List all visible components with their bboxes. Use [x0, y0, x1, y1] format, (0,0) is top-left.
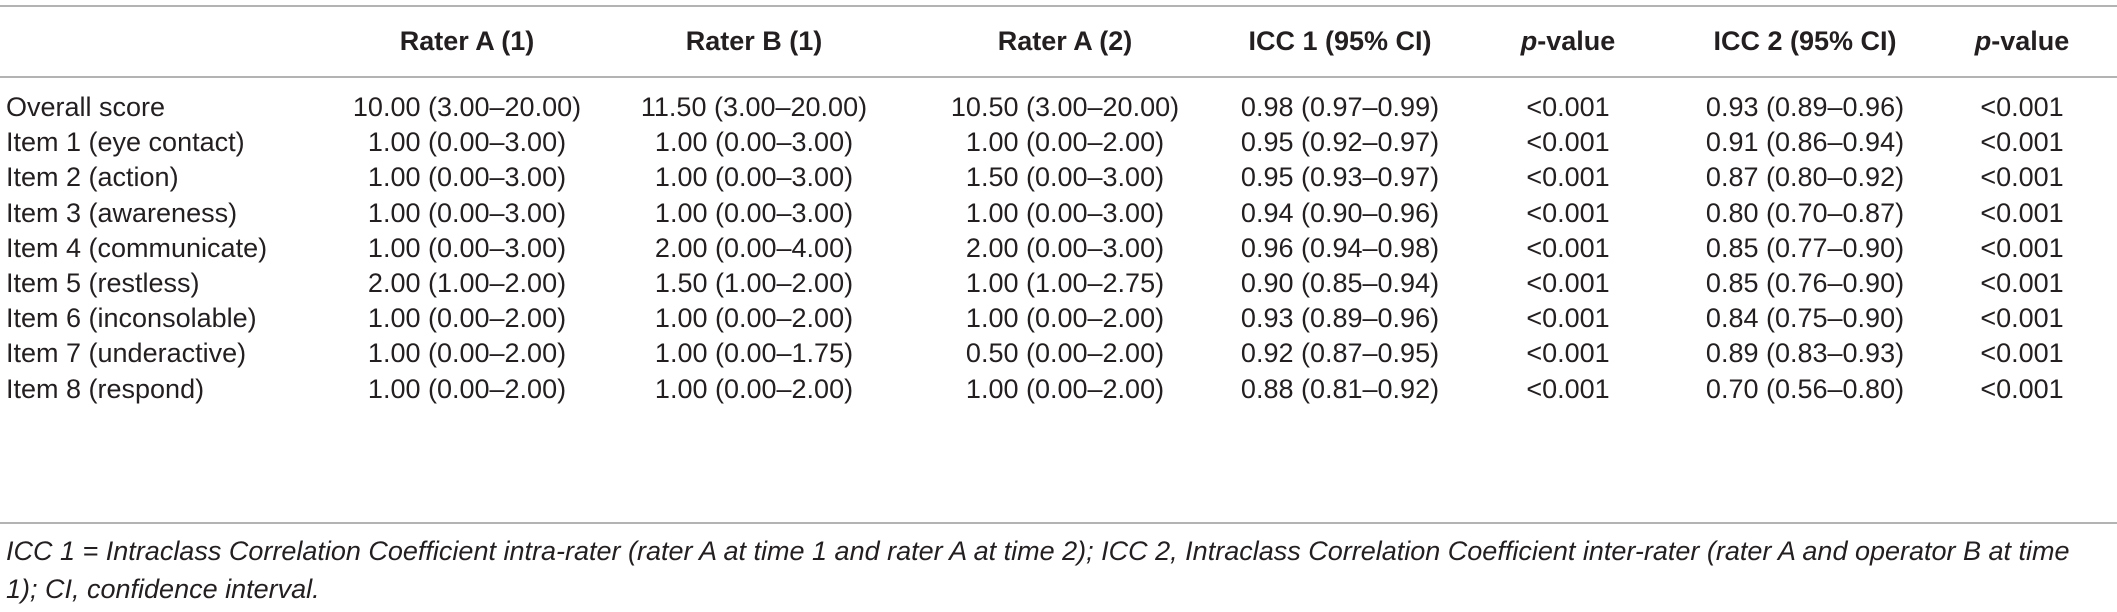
cell-pvalue-1: <0.001	[1526, 162, 1610, 193]
cell-icc2: 0.89 (0.83–0.93)	[1705, 338, 1905, 369]
cell-pvalue-2: <0.001	[1980, 338, 2064, 369]
table-footnote: ICC 1 = Intraclass Correlation Coefficie…	[6, 536, 2070, 604]
cell-icc1: 0.90 (0.85–0.94)	[1240, 268, 1440, 298]
cell-rater-a2: 1.00 (0.00–2.00)	[965, 127, 1165, 158]
bottom-rule	[0, 522, 2117, 524]
header-rater-b1: Rater B (1)	[685, 26, 823, 56]
header-label	[6, 7, 336, 76]
cell-rater-b1: 1.00 (0.00–2.00)	[654, 303, 854, 334]
cell-rater-a2: 1.00 (0.00–2.00)	[965, 373, 1165, 404]
row-label: Item 6 (inconsolable)	[6, 303, 257, 334]
cell-rater-a1: 1.00 (0.00–3.00)	[367, 232, 567, 263]
cell-pvalue-2: <0.001	[1980, 92, 2064, 122]
cell-icc1: 0.96 (0.94–0.98)	[1240, 232, 1440, 263]
cell-icc1: 0.98 (0.97–0.99)	[1240, 92, 1440, 122]
cell-pvalue-1: <0.001	[1526, 338, 1610, 369]
table-row: Overall score 10.00 (3.00–20.00) 11.50 (3.…	[0, 83, 2117, 131]
cell-icc2: 0.85 (0.76–0.90)	[1705, 268, 1905, 298]
cell-rater-a2: 1.50 (0.00–3.00)	[965, 162, 1165, 193]
cell-rater-b1: 1.00 (0.00–2.00)	[654, 373, 854, 404]
header-rater-a1: Rater A (1)	[399, 26, 535, 56]
cell-pvalue-2: <0.001	[1980, 127, 2064, 158]
table-header-row: Rater A (1) Rater B (1) Rater A (2) ICC …	[0, 7, 2117, 76]
cell-icc2: 0.91 (0.86–0.94)	[1705, 127, 1905, 158]
row-label: Item 2 (action)	[6, 162, 179, 193]
cell-pvalue-1: <0.001	[1526, 303, 1610, 334]
cell-rater-a1: 2.00 (1.00–2.00)	[367, 268, 567, 298]
cell-pvalue-2: <0.001	[1980, 162, 2064, 193]
cell-rater-b1: 1.50 (1.00–2.00)	[654, 268, 854, 298]
table-row: Item 8 (respond) 1.00 (0.00–2.00) 1.00 (0.…	[0, 365, 2117, 413]
row-label: Item 5 (restless)	[6, 268, 200, 298]
cell-icc2: 0.93 (0.89–0.96)	[1705, 92, 1905, 122]
row-label: Item 3 (awareness)	[6, 197, 238, 228]
cell-rater-a2: 10.50 (3.00–20.00)	[950, 92, 1180, 122]
cell-icc1: 0.95 (0.93–0.97)	[1240, 162, 1440, 193]
row-label: Item 7 (underactive)	[6, 338, 247, 369]
cell-rater-a1: 10.00 (3.00–20.00)	[352, 92, 582, 122]
cell-rater-a2: 1.00 (1.00–2.75)	[965, 268, 1165, 298]
cell-rater-a2: 0.50 (0.00–2.00)	[965, 338, 1165, 369]
cell-pvalue-1: <0.001	[1526, 92, 1610, 122]
header-rule	[0, 76, 2117, 78]
cell-rater-a2: 1.00 (0.00–3.00)	[965, 197, 1165, 228]
cell-pvalue-2: <0.001	[1980, 373, 2064, 404]
cell-rater-a1: 1.00 (0.00–2.00)	[367, 338, 567, 369]
cell-icc2: 0.84 (0.75–0.90)	[1705, 303, 1905, 334]
cell-icc1: 0.88 (0.81–0.92)	[1240, 373, 1440, 404]
cell-icc1: 0.92 (0.87–0.95)	[1240, 338, 1440, 369]
cell-rater-a1: 1.00 (0.00–3.00)	[367, 162, 567, 193]
row-label: Item 8 (respond)	[6, 373, 205, 404]
cell-rater-b1: 1.00 (0.00–3.00)	[654, 127, 854, 158]
cell-pvalue-2: <0.001	[1980, 197, 2064, 228]
row-label: Item 1 (eye contact)	[6, 127, 245, 158]
header-pvalue-2-rest: -value	[1991, 26, 2070, 56]
table-row: Item 6 (inconsolable) 1.00 (0.00–2.00) 1.0…	[0, 294, 2117, 342]
cell-rater-b1: 11.50 (3.00–20.00)	[640, 92, 868, 122]
table-row: Item 4 (communicate) 1.00 (0.00–3.00) 2.00…	[0, 224, 2117, 272]
cell-rater-a2: 2.00 (0.00–3.00)	[965, 232, 1165, 263]
row-label: Overall score	[6, 92, 166, 122]
table-row: Item 5 (restless) 2.00 (1.00–2.00) 1.50 (1…	[0, 259, 2117, 307]
header-pvalue-1-rest: -value	[1537, 26, 1616, 56]
cell-rater-b1: 2.00 (0.00–4.00)	[654, 232, 854, 263]
row-label: Item 4 (communicate)	[6, 232, 268, 263]
cell-icc1: 0.93 (0.89–0.96)	[1240, 303, 1440, 334]
header-pvalue-2: p-value	[1934, 7, 2110, 76]
table-row: Item 2 (action) 1.00 (0.00–3.00) 1.00 (0.0…	[0, 153, 2117, 201]
cell-rater-a1: 1.00 (0.00–2.00)	[367, 303, 567, 334]
cell-rater-a1: 1.00 (0.00–3.00)	[367, 197, 567, 228]
header-pvalue-2-italic: p	[1974, 26, 1992, 56]
table-row: Item 3 (awareness) 1.00 (0.00–3.00) 1.00 (…	[0, 189, 2117, 237]
cell-pvalue-1: <0.001	[1526, 373, 1610, 404]
cell-rater-a1: 1.00 (0.00–3.00)	[367, 127, 567, 158]
top-rule	[0, 5, 2117, 7]
cell-icc2: 0.80 (0.70–0.87)	[1705, 197, 1905, 228]
cell-pvalue-1: <0.001	[1526, 232, 1610, 263]
cell-rater-b1: 1.00 (0.00–1.75)	[654, 338, 854, 369]
cell-pvalue-2: <0.001	[1980, 268, 2064, 298]
cell-icc1: 0.94 (0.90–0.96)	[1240, 197, 1440, 228]
cell-rater-b1: 1.00 (0.00–3.00)	[654, 162, 854, 193]
header-rater-a2: Rater A (2)	[997, 26, 1133, 56]
header-icc1: ICC 1 (95% CI)	[1248, 26, 1432, 56]
table-row: Item 1 (eye contact) 1.00 (0.00–3.00) 1.00…	[0, 118, 2117, 166]
header-icc2: ICC 2 (95% CI)	[1713, 26, 1897, 56]
cell-pvalue-1: <0.001	[1526, 127, 1610, 158]
cell-rater-b1: 1.00 (0.00–3.00)	[654, 197, 854, 228]
cell-rater-a2: 1.00 (0.00–2.00)	[965, 303, 1165, 334]
cell-pvalue-1: <0.001	[1526, 197, 1610, 228]
cell-pvalue-2: <0.001	[1980, 232, 2064, 263]
cell-icc2: 0.70 (0.56–0.80)	[1705, 373, 1905, 404]
cell-pvalue-2: <0.001	[1980, 303, 2064, 334]
header-pvalue-1-italic: p	[1520, 26, 1538, 56]
header-pvalue-1: p-value	[1460, 7, 1676, 76]
cell-icc2: 0.85 (0.77–0.90)	[1705, 232, 1905, 263]
table-row: Item 7 (underactive) 1.00 (0.00–2.00) 1.00…	[0, 329, 2117, 377]
cell-pvalue-1: <0.001	[1526, 268, 1610, 298]
cell-icc1: 0.95 (0.92–0.97)	[1240, 127, 1440, 158]
cell-rater-a1: 1.00 (0.00–2.00)	[367, 373, 567, 404]
cell-icc2: 0.87 (0.80–0.92)	[1705, 162, 1905, 193]
